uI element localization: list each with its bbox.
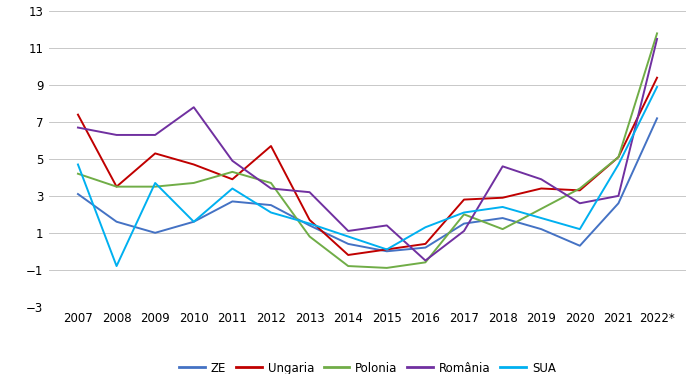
ZE	[383, 249, 391, 254]
Polonia	[190, 181, 198, 185]
SUA	[460, 210, 468, 215]
România	[228, 159, 237, 163]
Ungaria	[190, 162, 198, 167]
Ungaria	[421, 242, 430, 246]
ZE	[190, 220, 198, 224]
SUA	[305, 221, 314, 226]
Line: SUA: SUA	[78, 87, 657, 266]
România	[498, 164, 507, 169]
ZE	[267, 203, 275, 207]
România	[113, 133, 121, 137]
ZE	[344, 242, 352, 246]
Line: Ungaria: Ungaria	[78, 78, 657, 255]
Ungaria	[344, 253, 352, 257]
SUA	[344, 234, 352, 239]
Ungaria	[498, 196, 507, 200]
România	[151, 133, 160, 137]
SUA	[228, 186, 237, 191]
ZE	[151, 230, 160, 235]
România	[421, 258, 430, 263]
România	[305, 190, 314, 194]
ZE	[74, 192, 82, 196]
ZE	[113, 220, 121, 224]
Line: ZE: ZE	[78, 118, 657, 251]
Ungaria	[267, 144, 275, 148]
Ungaria	[305, 218, 314, 222]
ZE	[498, 216, 507, 220]
Polonia	[74, 171, 82, 176]
Ungaria	[575, 188, 584, 193]
Line: România: România	[78, 39, 657, 261]
ZE	[305, 223, 314, 228]
SUA	[151, 181, 160, 185]
România	[575, 201, 584, 206]
SUA	[498, 205, 507, 209]
Polonia	[421, 260, 430, 265]
Polonia	[653, 31, 662, 36]
Legend: ZE, Ungaria, Polonia, România, SUA: ZE, Ungaria, Polonia, România, SUA	[174, 357, 561, 374]
Polonia	[575, 186, 584, 191]
România	[190, 105, 198, 110]
Polonia	[614, 155, 622, 159]
ZE	[575, 243, 584, 248]
Polonia	[344, 264, 352, 268]
România	[537, 177, 545, 181]
Polonia	[498, 227, 507, 232]
Polonia	[267, 181, 275, 185]
Ungaria	[151, 151, 160, 156]
Polonia	[460, 212, 468, 217]
România	[267, 186, 275, 191]
Ungaria	[74, 113, 82, 117]
SUA	[74, 162, 82, 167]
SUA	[614, 162, 622, 167]
România	[74, 125, 82, 130]
Polonia	[113, 184, 121, 189]
SUA	[653, 85, 662, 89]
Polonia	[305, 234, 314, 239]
România	[344, 229, 352, 233]
ZE	[421, 245, 430, 250]
ZE	[228, 199, 237, 204]
Polonia	[151, 184, 160, 189]
Polonia	[383, 266, 391, 270]
România	[460, 229, 468, 233]
Ungaria	[653, 76, 662, 80]
ZE	[614, 201, 622, 206]
SUA	[190, 220, 198, 224]
ZE	[537, 227, 545, 232]
SUA	[575, 227, 584, 232]
SUA	[421, 225, 430, 230]
România	[383, 223, 391, 228]
SUA	[537, 216, 545, 220]
România	[653, 37, 662, 41]
SUA	[383, 247, 391, 252]
România	[614, 194, 622, 198]
Ungaria	[228, 177, 237, 181]
ZE	[653, 116, 662, 120]
Ungaria	[113, 184, 121, 189]
Ungaria	[614, 155, 622, 159]
Polonia	[537, 206, 545, 211]
ZE	[460, 221, 468, 226]
Ungaria	[383, 247, 391, 252]
Ungaria	[460, 197, 468, 202]
SUA	[113, 264, 121, 268]
Ungaria	[537, 186, 545, 191]
SUA	[267, 210, 275, 215]
Line: Polonia: Polonia	[78, 33, 657, 268]
Polonia	[228, 170, 237, 174]
